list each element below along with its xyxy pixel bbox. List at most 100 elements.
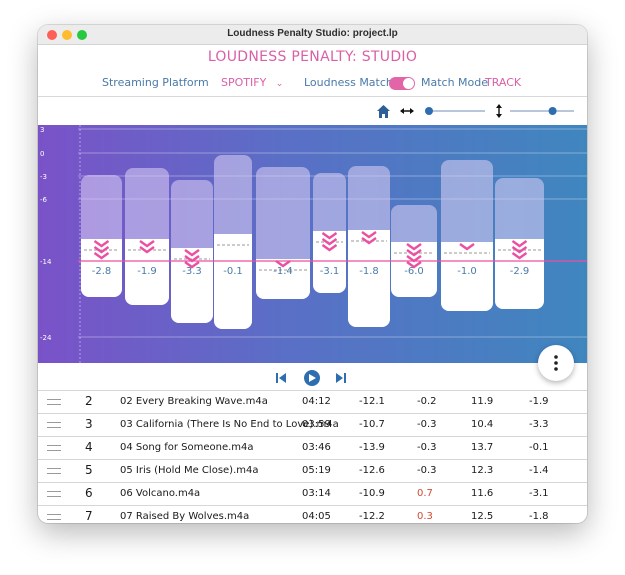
drag-handle-icon[interactable]	[47, 514, 61, 520]
penalty-label: -1.9	[137, 266, 157, 277]
axis-tick-label: 0	[40, 150, 44, 158]
track-value-4: -3.3	[529, 419, 549, 430]
drag-handle-icon[interactable]	[47, 445, 61, 451]
track-duration: 03:14	[302, 488, 331, 499]
track-value-2: -0.3	[417, 442, 437, 453]
track-bar[interactable]	[495, 239, 544, 309]
table-row[interactable]: 3 03 California (There Is No End to Love…	[38, 413, 587, 436]
penalty-label: -1.4	[273, 266, 293, 277]
home-icon[interactable]	[377, 105, 390, 118]
zoom-window-button[interactable]	[77, 30, 87, 40]
app-title: LOUDNESS PENALTY: STUDIO	[207, 49, 418, 65]
track-bar[interactable]	[256, 259, 310, 299]
track-value-1: -12.6	[359, 465, 385, 476]
penalty-label: -1.0	[457, 266, 477, 277]
table-row[interactable]: 4 04 Song for Someone.m4a 03:46 -13.9 -0…	[38, 436, 587, 459]
penalty-label: -2.8	[92, 266, 112, 277]
track-value-3: 10.4	[471, 419, 494, 430]
track-value-1: -12.1	[359, 396, 385, 407]
track-duration: 04:05	[302, 511, 331, 522]
divider	[38, 96, 587, 97]
penalty-chevron-icon	[406, 261, 422, 269]
drag-handle-icon[interactable]	[47, 491, 61, 497]
vertical-zoom-slider[interactable]	[510, 107, 574, 115]
track-name: 02 Every Breaking Wave.m4a	[120, 396, 268, 407]
track-bar-top	[391, 242, 437, 250]
track-bar[interactable]	[391, 242, 437, 297]
track-bar[interactable]	[313, 231, 346, 293]
drag-handle-icon[interactable]	[47, 468, 61, 474]
penalty-chevron-icon	[459, 243, 475, 251]
loudness-chart[interactable]: 3 0 -3 -6 -14 -24 -2.8 -1.9 -3.3 -0.1 -1.4 -3.1 -1.8…	[38, 125, 587, 363]
penalty-label: -2.9	[510, 266, 530, 277]
track-value-3: 11.6	[471, 488, 494, 499]
penalty-chevron-icon	[511, 252, 528, 260]
track-bar[interactable]	[81, 239, 122, 297]
axis-tick-label: 3	[40, 126, 44, 134]
track-value-4: -1.9	[529, 396, 549, 407]
penalty-chevron-icon	[139, 246, 155, 254]
track-bar-top	[171, 248, 213, 256]
track-value-3: 13.7	[471, 442, 494, 453]
drag-handle-icon[interactable]	[47, 399, 61, 405]
track-bar[interactable]	[441, 242, 493, 311]
track-value-3: 12.3	[471, 465, 494, 476]
table-row[interactable]: 2 02 Every Breaking Wave.m4a 04:12 -12.1…	[38, 390, 587, 413]
track-bar-top	[81, 239, 122, 247]
track-value-2: -0.3	[417, 465, 437, 476]
horizontal-zoom-slider[interactable]	[425, 107, 485, 115]
table-row[interactable]: 5 05 Iris (Hold Me Close).m4a 05:19 -12.…	[38, 459, 587, 482]
track-duration: 05:19	[302, 465, 331, 476]
track-value-2: -0.2	[417, 396, 437, 407]
axis-tick-label: -14	[40, 258, 52, 266]
table-row[interactable]: 6 06 Volcano.m4a 03:14 -10.9 0.7 11.6 -3…	[38, 482, 587, 505]
track-duration: 03:59	[302, 419, 331, 430]
track-name: 06 Volcano.m4a	[120, 488, 201, 499]
penalty-chevron-icon	[406, 243, 422, 251]
drag-handle-icon[interactable]	[47, 422, 61, 428]
zoom-toolbar	[38, 101, 587, 121]
table-row[interactable]: 7 07 Raised By Wolves.m4a 04:05 -12.2 0.…	[38, 505, 587, 523]
minimize-window-button[interactable]	[62, 30, 72, 40]
penalty-chevron-icon	[406, 249, 422, 257]
vertical-zoom-knob[interactable]	[548, 107, 557, 115]
play-button[interactable]	[304, 370, 320, 386]
more-options-button[interactable]	[538, 345, 574, 381]
track-name: 04 Song for Someone.m4a	[120, 442, 254, 453]
match-mode-value[interactable]: TRACK	[485, 76, 522, 89]
penalty-chevron-icon	[361, 237, 377, 245]
penalty-chevron-icon	[93, 252, 110, 260]
track-value-4: -3.1	[529, 488, 549, 499]
penalty-chevron-icon	[139, 240, 155, 248]
track-duration: 04:12	[302, 396, 331, 407]
track-bar-top	[495, 239, 544, 247]
track-bar[interactable]	[348, 230, 390, 327]
penalty-chevron-icon	[321, 244, 338, 252]
penalty-chevron-icon	[511, 240, 528, 248]
track-bar[interactable]	[214, 234, 252, 329]
penalty-label: -3.3	[182, 266, 202, 277]
controls-row: Streaming Platform SPOTIFY ⌄ Loudness Ma…	[38, 75, 587, 93]
previous-track-icon[interactable]	[276, 373, 286, 383]
loudness-match-label: Loudness Match	[304, 76, 393, 89]
track-value-3: 12.5	[471, 511, 494, 522]
window-title: Loudness Penalty Studio: project.lp	[227, 28, 398, 39]
next-track-icon[interactable]	[336, 373, 346, 383]
track-value-1: -10.7	[359, 419, 385, 430]
track-name: 03 California (There Is No End to Love).…	[120, 419, 339, 430]
loudness-match-toggle[interactable]	[389, 77, 415, 90]
track-table: 2 02 Every Breaking Wave.m4a 04:12 -12.1…	[38, 390, 587, 523]
track-bar[interactable]	[171, 248, 213, 323]
horizontal-zoom-knob[interactable]	[425, 107, 433, 115]
axis-tick-label: -3	[40, 173, 47, 181]
track-bar-top	[256, 259, 310, 267]
platform-value: SPOTIFY	[221, 76, 267, 89]
penalty-label: -0.1	[223, 266, 243, 277]
track-bar[interactable]	[125, 239, 169, 305]
close-window-button[interactable]	[47, 30, 57, 40]
penalty-chevron-icon	[184, 249, 200, 257]
platform-dropdown[interactable]: SPOTIFY ⌄	[221, 76, 283, 89]
play-icon	[309, 374, 316, 382]
track-value-4: -1.8	[529, 511, 549, 522]
penalty-chevron-icon	[361, 231, 377, 239]
